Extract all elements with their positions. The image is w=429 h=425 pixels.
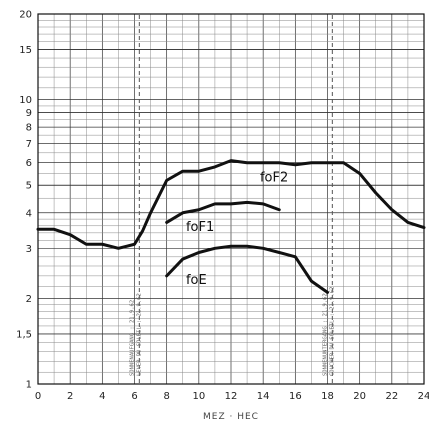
sun-marker-label: SONNENAUFGANG : 21.9.62: [129, 300, 135, 376]
y-tick-label: 1: [26, 380, 32, 391]
y-tick-label: 6: [26, 158, 32, 169]
y-tick-label: 7: [26, 139, 32, 150]
x-tick-label: 0: [35, 391, 41, 402]
x-tick-label: 24: [418, 391, 429, 402]
y-tick-label: 20: [19, 10, 32, 21]
sun-marker-label: COUCHER DU SOLEIL : 21.9.62: [329, 287, 335, 376]
series-line-fof1: [165, 200, 281, 224]
x-tick-label: 2: [67, 391, 73, 402]
plot-frame: [37, 13, 425, 385]
series-label-fof1: foF1: [186, 220, 214, 235]
x-tick-label: 18: [321, 391, 334, 402]
x-tick-label: 14: [257, 391, 270, 402]
series-line-foe: [165, 244, 329, 294]
x-axis-ticks: 0 2 4 6 8 10 12 14 16 18 20 22 24: [35, 391, 429, 402]
x-tick-label: 22: [385, 391, 398, 402]
x-tick-label: 12: [225, 391, 238, 402]
y-tick-label: 4: [26, 208, 32, 219]
y-tick-label: 15: [19, 45, 32, 56]
x-tick-label: 6: [131, 391, 137, 402]
sun-marker-label: LEVER DU SOLEIL : 21.9.62: [136, 293, 142, 376]
y-tick-label: 1,5: [16, 329, 32, 340]
series-label-foe: foE: [186, 273, 207, 288]
x-tick-label: 4: [99, 391, 105, 402]
x-tick-label: 8: [163, 391, 169, 402]
y-tick-label: 10: [19, 95, 32, 106]
series-line-fof2: [36, 159, 426, 250]
series-labels: foF2 foF1 foE: [186, 171, 288, 288]
y-axis-ticks: 1 1,5 2 3 4 5 6 7 8 9 10 15 20: [16, 10, 32, 391]
series-label-fof2: foF2: [260, 171, 288, 186]
x-tick-label: 10: [192, 391, 205, 402]
vertical-markers: SONNENAUFGANG : 21.9.62 LEVER DU SOLEIL :…: [129, 15, 335, 384]
x-axis-title: MEZ · HEC: [203, 412, 259, 422]
sun-marker-label: SONNENUNTERGANG : 21.9.62: [322, 293, 328, 376]
y-tick-label: 8: [26, 123, 32, 134]
y-tick-label: 2: [26, 294, 32, 305]
y-tick-label: 3: [26, 244, 32, 255]
grid: [37, 13, 425, 385]
x-tick-label: 20: [353, 391, 366, 402]
y-tick-label: 5: [26, 181, 32, 192]
series-lines: [36, 159, 426, 294]
y-tick-label: 9: [26, 108, 32, 119]
x-tick-label: 16: [289, 391, 302, 402]
